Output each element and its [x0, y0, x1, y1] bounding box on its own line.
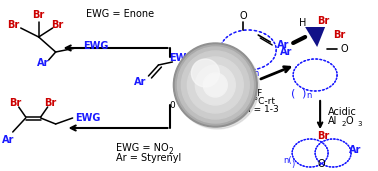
Circle shape: [205, 75, 229, 99]
Text: Br: Br: [51, 20, 64, 30]
Text: Ar = Styrenyl: Ar = Styrenyl: [116, 153, 181, 163]
Text: Br: Br: [9, 98, 22, 108]
Text: O: O: [345, 116, 353, 126]
Text: Br: Br: [317, 131, 329, 141]
Text: Ar: Ar: [37, 58, 49, 68]
Text: THF: THF: [177, 93, 194, 102]
Text: 0 °C-rt: 0 °C-rt: [245, 96, 275, 106]
Circle shape: [174, 43, 257, 127]
Text: Ar: Ar: [349, 145, 361, 155]
Text: 3: 3: [231, 76, 236, 86]
Text: (: (: [232, 67, 237, 77]
Text: ): ): [291, 160, 295, 168]
Circle shape: [183, 53, 251, 121]
Circle shape: [177, 47, 253, 123]
Text: Br: Br: [8, 20, 20, 30]
Circle shape: [195, 65, 235, 105]
Text: EWG = NO: EWG = NO: [116, 143, 168, 153]
Circle shape: [191, 59, 219, 87]
Text: Mg: Mg: [206, 88, 225, 98]
Text: (   )n: ( )n: [233, 69, 253, 78]
Circle shape: [189, 59, 245, 115]
Text: n(: n(: [283, 155, 291, 165]
Text: Ar: Ar: [2, 135, 14, 145]
Text: 3: 3: [357, 121, 361, 127]
Circle shape: [180, 49, 255, 125]
Text: O: O: [340, 44, 348, 54]
Circle shape: [175, 45, 255, 125]
Text: 0 °C-rt: 0 °C-rt: [170, 102, 200, 110]
Text: EWG: EWG: [169, 53, 194, 63]
Text: 2: 2: [341, 121, 345, 127]
Text: O: O: [317, 159, 325, 169]
Text: Br: Br: [45, 98, 57, 108]
Circle shape: [181, 51, 249, 119]
Text: CHBr: CHBr: [200, 71, 231, 81]
Text: n = 1-3: n = 1-3: [245, 106, 279, 115]
Text: EWG = Enone: EWG = Enone: [87, 9, 155, 19]
Text: EWG: EWG: [75, 113, 100, 123]
Circle shape: [177, 47, 257, 127]
Text: EWG: EWG: [83, 41, 108, 51]
Polygon shape: [305, 27, 325, 47]
Circle shape: [175, 45, 259, 129]
Text: ): ): [301, 88, 305, 98]
Text: THF: THF: [245, 89, 262, 97]
Circle shape: [203, 73, 227, 97]
Text: Br: Br: [33, 10, 45, 20]
Text: Acidic: Acidic: [328, 107, 357, 117]
Text: 2: 2: [169, 147, 173, 155]
Text: Ar: Ar: [134, 77, 147, 87]
Text: Br: Br: [333, 30, 345, 40]
Circle shape: [197, 67, 237, 107]
Text: Br: Br: [317, 16, 329, 26]
Text: H: H: [299, 18, 307, 28]
Text: Al: Al: [328, 116, 338, 126]
Circle shape: [187, 57, 243, 113]
Text: Ar: Ar: [277, 40, 290, 50]
Text: ): ): [250, 67, 254, 77]
Text: Ar: Ar: [280, 47, 292, 57]
Text: n: n: [307, 90, 312, 100]
Text: n: n: [254, 69, 259, 78]
Text: (: (: [291, 88, 295, 98]
Text: O: O: [239, 11, 247, 21]
